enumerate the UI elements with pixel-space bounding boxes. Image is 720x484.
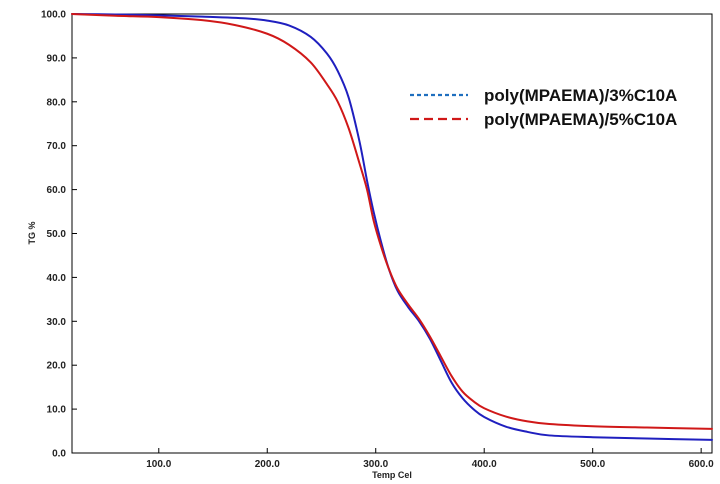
y-tick-label: 70.0 bbox=[47, 141, 67, 152]
series-layer bbox=[71, 13, 713, 441]
y-tick-label: 90.0 bbox=[47, 53, 67, 64]
legend: poly(MPAEMA)/3%C10A poly(MPAEMA)/5%C10A bbox=[410, 86, 677, 129]
y-tick-label: 60.0 bbox=[47, 185, 67, 196]
y-tick-label: 30.0 bbox=[47, 317, 67, 328]
y-tick-label: 0.0 bbox=[52, 449, 66, 460]
series-line-2 bbox=[71, 13, 713, 430]
x-tick-label: 600.0 bbox=[689, 459, 714, 470]
legend-label-1: poly(MPAEMA)/3%C10A bbox=[484, 86, 677, 105]
y-axis: 0.0 10.0 20.0 30.0 40.0 50.0 60.0 70.0 80.0 90.0 1… bbox=[41, 10, 77, 460]
x-tick-label: 400.0 bbox=[472, 459, 497, 470]
y-tick-label: 40.0 bbox=[47, 273, 67, 284]
legend-label-2: poly(MPAEMA)/5%C10A bbox=[484, 110, 677, 129]
x-tick-label: 500.0 bbox=[580, 459, 605, 470]
x-tick-label: 200.0 bbox=[255, 459, 280, 470]
y-tick-label: 20.0 bbox=[47, 361, 67, 372]
y-tick-label: 50.0 bbox=[47, 229, 67, 240]
plot-area bbox=[71, 13, 713, 454]
y-tick-label: 10.0 bbox=[47, 405, 67, 416]
x-tick-label: 300.0 bbox=[363, 459, 388, 470]
x-axis: 100.0 200.0 300.0 400.0 500.0 600.0 bbox=[146, 448, 714, 470]
y-tick-label: 80.0 bbox=[47, 97, 67, 108]
x-tick-label: 100.0 bbox=[146, 459, 171, 470]
y-tick-label: 100.0 bbox=[41, 10, 66, 21]
y-axis-label: TG % bbox=[27, 221, 37, 244]
x-axis-label: Temp Cel bbox=[372, 470, 412, 480]
